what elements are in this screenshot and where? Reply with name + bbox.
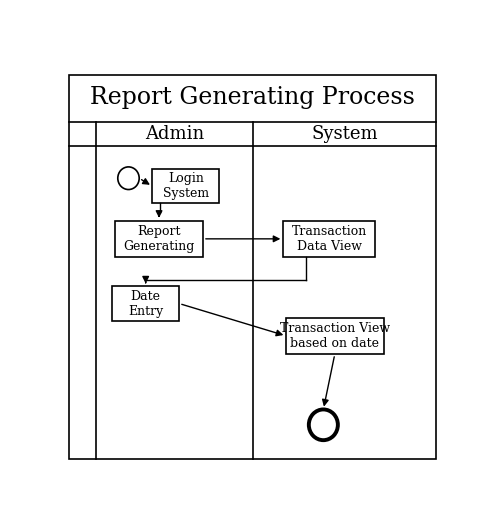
Bar <box>115 220 203 257</box>
Text: Report
Generating: Report Generating <box>123 225 195 253</box>
Circle shape <box>118 167 139 190</box>
Text: System: System <box>311 125 378 143</box>
Bar <box>152 169 219 204</box>
Bar <box>283 220 375 257</box>
Circle shape <box>309 410 338 440</box>
Bar <box>286 318 384 354</box>
Text: Login
System: Login System <box>163 172 209 201</box>
Text: Report Generating Process: Report Generating Process <box>90 86 415 109</box>
Bar <box>112 286 179 321</box>
Text: Transaction
Data View: Transaction Data View <box>291 225 367 253</box>
Text: Admin: Admin <box>145 125 204 143</box>
Text: Date
Entry: Date Entry <box>128 289 163 318</box>
Text: Transaction View
based on date: Transaction View based on date <box>280 322 390 350</box>
